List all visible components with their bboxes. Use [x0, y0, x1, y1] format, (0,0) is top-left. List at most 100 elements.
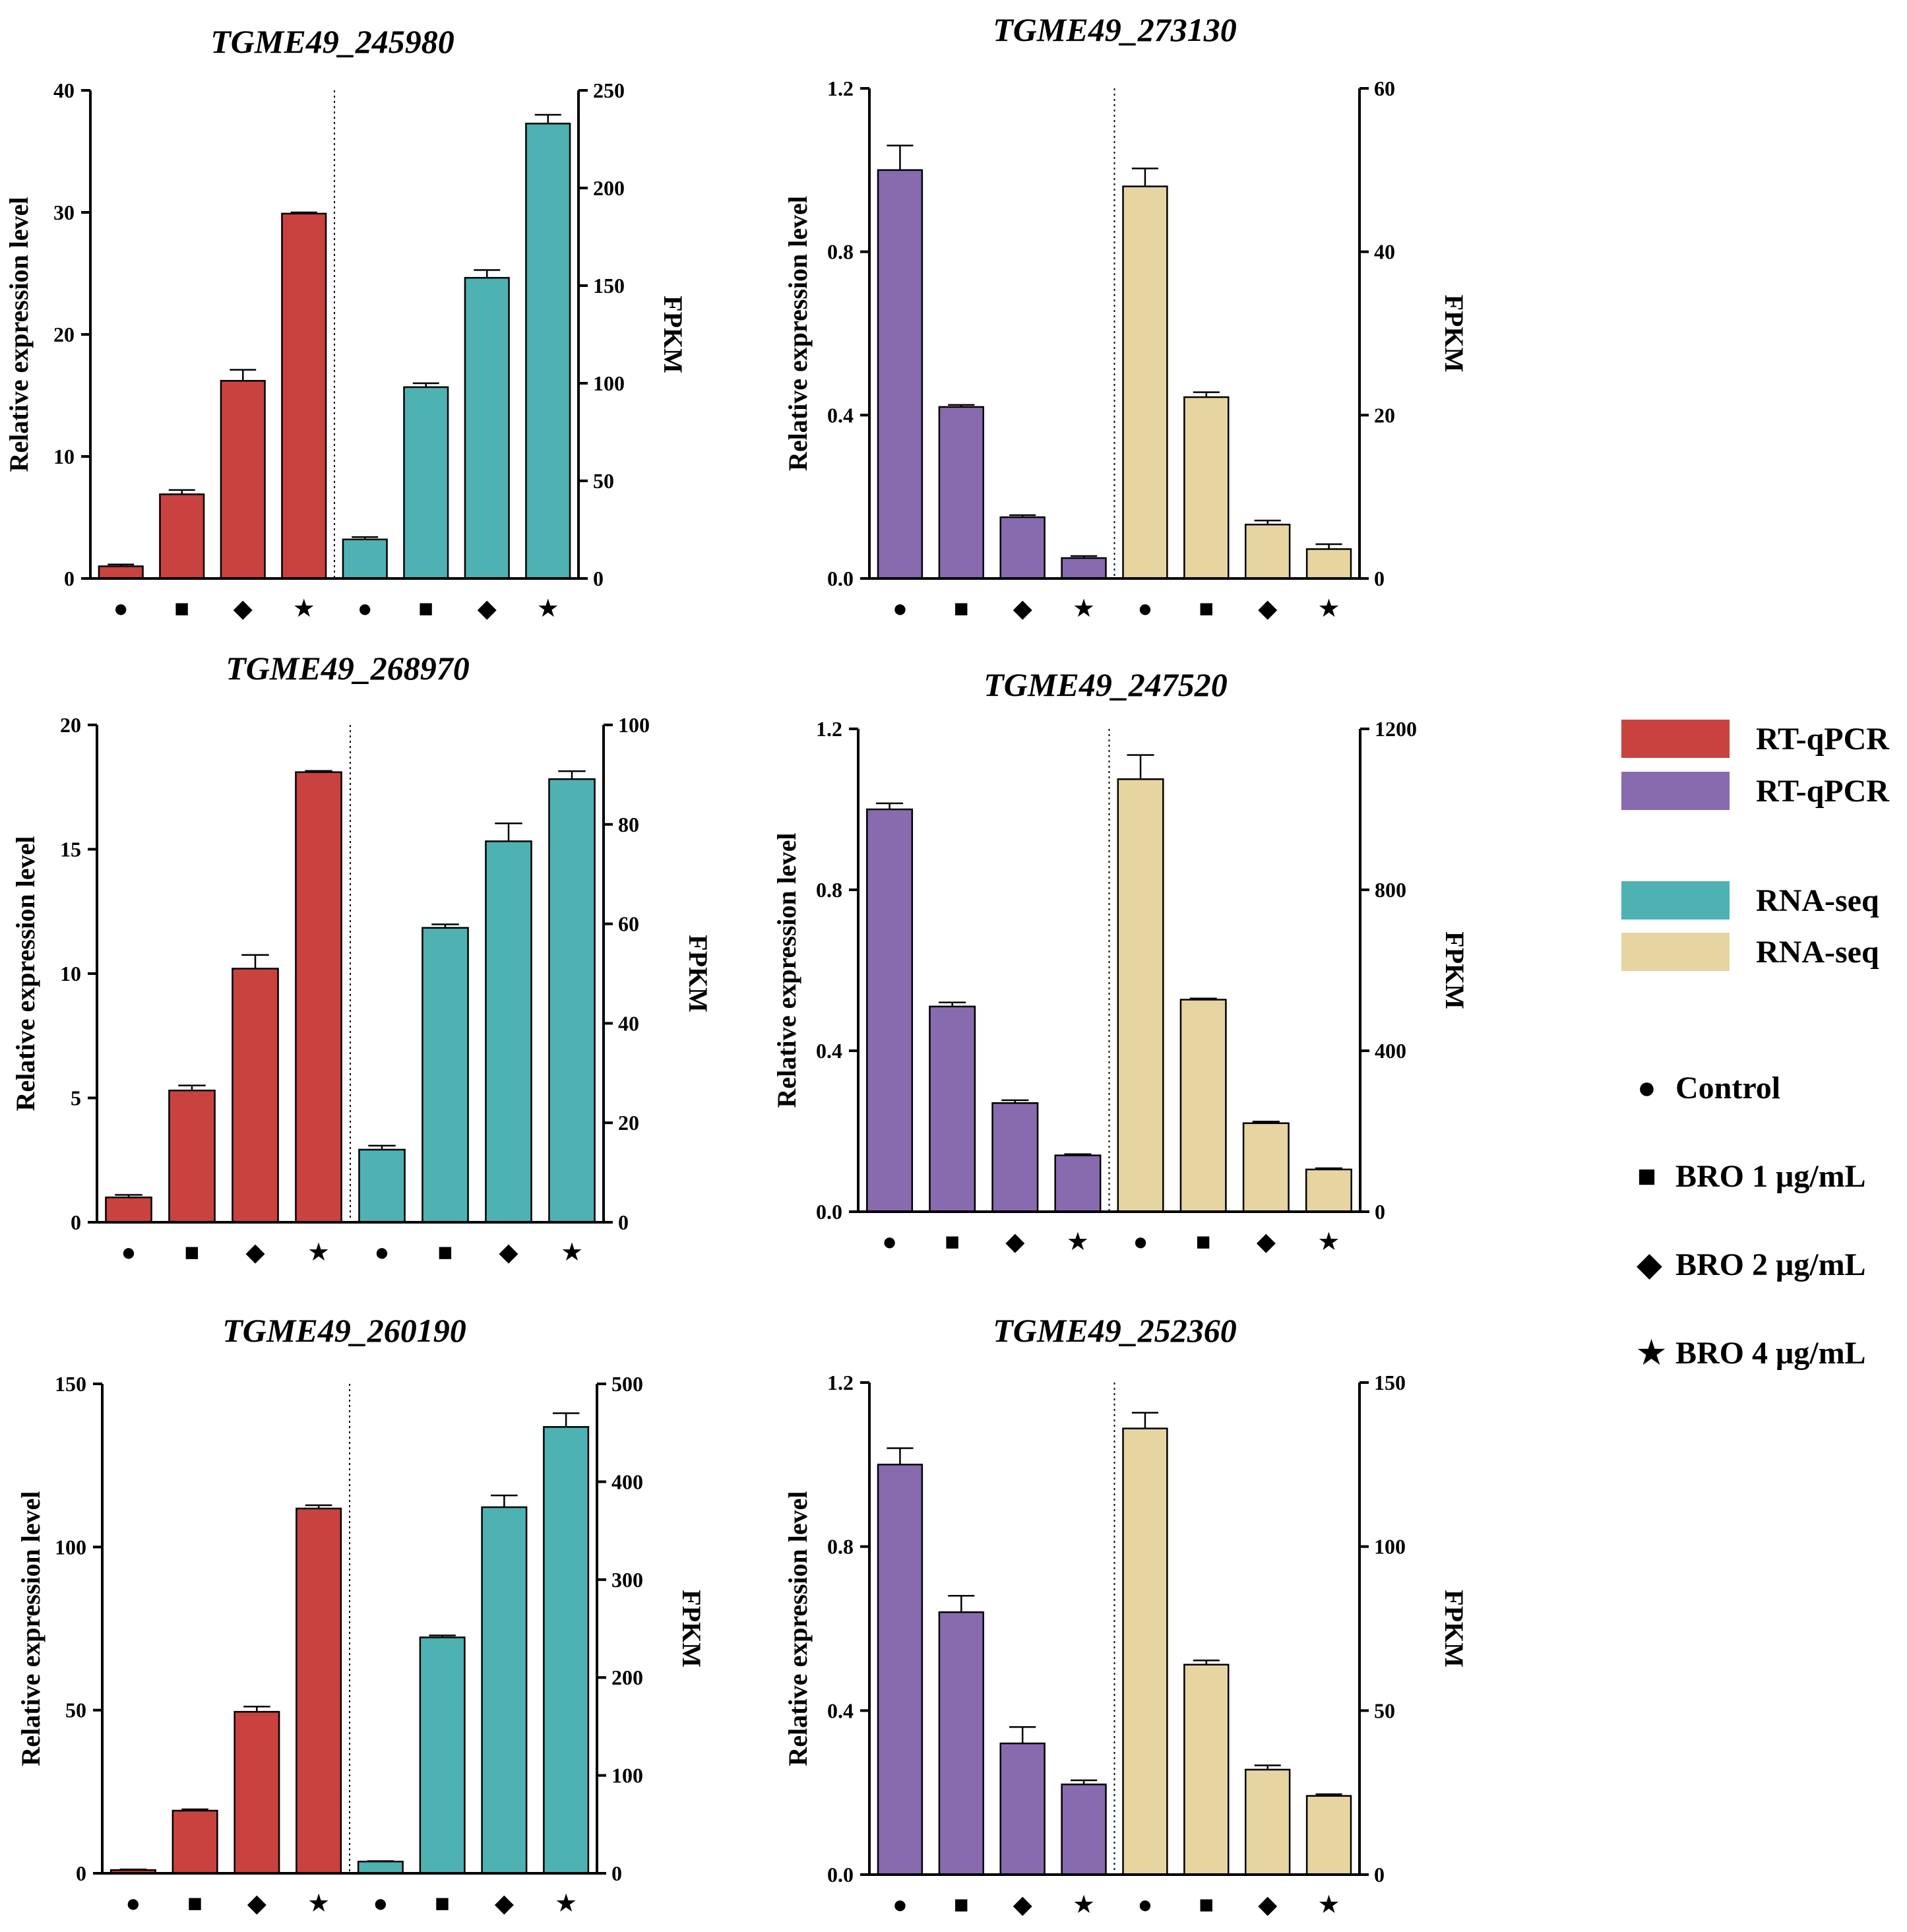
- right-tick-label: 150: [1374, 1371, 1406, 1394]
- bar-rt-qpcr-4: [295, 771, 342, 1224]
- y-axis-label: Relative expression level: [4, 197, 34, 472]
- chart-panel-5: TGME49_260190 ● ■ ◆ ★ ● ■ ◆ ★ 0 50 100 150 0 100 200 300…: [16, 1312, 706, 1917]
- bar-rna-seq-3: [1242, 1122, 1290, 1213]
- legend-marker-square-icon: ■: [1637, 1159, 1656, 1194]
- bar-rt-qpcr-3: [232, 968, 279, 1224]
- left-tick-label: 50: [65, 1698, 86, 1722]
- left-tick-label: 0.8: [816, 878, 842, 902]
- x-category-marker: ■: [1196, 1228, 1211, 1256]
- right-tick-label: 80: [618, 813, 639, 836]
- x-category-marker: ●: [1133, 1228, 1148, 1256]
- x-category-marker: ●: [892, 595, 908, 623]
- bar-rt-qpcr-4: [1061, 557, 1107, 580]
- x-category-marker: ★: [1067, 1228, 1089, 1256]
- bar-rna-seq-3: [1245, 1768, 1291, 1876]
- x-category-marker: ★: [293, 595, 315, 623]
- bar-rt-qpcr-1: [877, 1464, 923, 1876]
- right-tick-label: 50: [1374, 1698, 1395, 1722]
- bar-rna-seq-4: [1305, 548, 1352, 580]
- y-axis-label: Relative expression level: [11, 836, 40, 1111]
- bar-rt-qpcr-2: [159, 493, 205, 580]
- bar-rt-qpcr-2: [168, 1089, 216, 1224]
- legend-marker-circle-icon: ●: [1637, 1071, 1656, 1106]
- right-tick-label: 40: [1374, 240, 1395, 264]
- y2-axis-label: FPKM: [677, 1590, 706, 1667]
- x-category-marker: ■: [954, 595, 969, 623]
- y2-axis-label: FPKM: [1439, 295, 1469, 373]
- right-tick-label: 60: [1374, 77, 1395, 100]
- x-category-marker: ■: [954, 1891, 969, 1919]
- legend-marker-star-icon: ★: [1637, 1336, 1666, 1371]
- x-category-marker: ●: [375, 1239, 390, 1266]
- chart-title: TGME49_252360: [993, 1312, 1236, 1349]
- left-tick-label: 0.4: [816, 1039, 842, 1063]
- right-tick-label: 60: [618, 912, 639, 936]
- x-category-marker: ■: [945, 1228, 960, 1256]
- left-tick-label: 10: [60, 962, 81, 985]
- bar-rna-seq-1: [1117, 778, 1164, 1213]
- right-tick-label: 400: [611, 1470, 643, 1493]
- right-tick-label: 100: [593, 371, 625, 395]
- bar-rna-seq-1: [1122, 1427, 1168, 1876]
- left-tick-label: 1.2: [816, 717, 842, 741]
- bar-rna-seq-2: [419, 1636, 466, 1875]
- bar-rt-qpcr-1: [866, 808, 914, 1213]
- bar-rna-seq-4: [548, 778, 596, 1224]
- bar-rt-qpcr-3: [220, 380, 266, 580]
- x-category-marker: ●: [373, 1890, 388, 1917]
- right-tick-label: 50: [593, 469, 614, 493]
- left-tick-label: 0.0: [816, 1200, 842, 1224]
- x-category-marker: ◆: [1013, 595, 1033, 623]
- left-tick-label: 5: [71, 1086, 81, 1110]
- x-category-marker: ■: [185, 1239, 200, 1266]
- legend-label-bro-2: BRO 2 μg/mL: [1675, 1247, 1866, 1282]
- legend: RT-qPCR RT-qPCR RNA-seq RNA-seq ● Contro…: [1621, 720, 1890, 1371]
- left-tick-label: 100: [55, 1535, 86, 1559]
- x-category-marker: ◆: [478, 595, 497, 623]
- left-tick-label: 1.2: [827, 77, 854, 100]
- left-tick-label: 20: [53, 323, 75, 346]
- right-tick-label: 100: [611, 1764, 643, 1788]
- chart-title: TGME49_268970: [226, 650, 469, 687]
- chart-panel-6: TGME49_252360 ● ■ ◆ ★ ● ■ ◆ ★ 0.0 0.4 0.8 1.2 0 50 100 1…: [783, 1312, 1469, 1919]
- left-tick-label: 0.0: [827, 567, 854, 590]
- x-category-marker: ◆: [495, 1890, 515, 1917]
- bar-rt-qpcr-2: [938, 1611, 984, 1876]
- x-category-marker: ★: [1073, 595, 1095, 623]
- right-tick-label: 0: [1374, 1863, 1385, 1886]
- bar-rt-qpcr-3: [999, 516, 1046, 580]
- x-category-marker: ●: [892, 1891, 908, 1919]
- left-tick-label: 30: [53, 201, 75, 224]
- y-axis-label: Relative expression level: [783, 196, 813, 471]
- bar-rna-seq-2: [422, 927, 469, 1224]
- x-category-marker: ◆: [1258, 1891, 1278, 1919]
- bar-rt-qpcr-3: [999, 1742, 1046, 1876]
- bar-rt-qpcr-1: [98, 565, 144, 580]
- legend-label-bro-4: BRO 4 μg/mL: [1675, 1336, 1866, 1371]
- left-tick-label: 0: [76, 1861, 86, 1885]
- bar-rna-seq-2: [1179, 999, 1227, 1213]
- x-category-marker: ◆: [245, 1239, 265, 1266]
- bar-rna-seq-2: [1183, 1664, 1230, 1876]
- bar-rt-qpcr-2: [172, 1809, 218, 1875]
- x-category-marker: ★: [307, 1239, 330, 1266]
- left-tick-label: 0.8: [827, 240, 854, 264]
- bar-rna-seq-1: [358, 1148, 406, 1224]
- bar-rt-qpcr-4: [296, 1507, 342, 1875]
- right-tick-label: 20: [1374, 403, 1395, 427]
- bar-rt-qpcr-2: [938, 406, 984, 580]
- left-tick-label: 0: [64, 567, 75, 590]
- bar-rt-qpcr-4: [1061, 1783, 1107, 1876]
- right-tick-label: 100: [1374, 1535, 1406, 1559]
- bar-rna-seq-1: [357, 1860, 404, 1875]
- y2-axis-label: FPKM: [683, 935, 713, 1013]
- left-tick-label: 10: [53, 445, 75, 468]
- x-category-marker: ★: [307, 1890, 330, 1917]
- left-tick-label: 0.4: [827, 403, 854, 427]
- chart-panel-3: TGME49_268970 ● ■ ◆ ★ ● ■ ◆ ★ 0 5 10 15 20 0 20 40 60 80 10…: [11, 650, 713, 1266]
- x-category-marker: ◆: [1013, 1891, 1033, 1919]
- right-tick-label: 200: [593, 176, 625, 200]
- bar-rna-seq-3: [481, 1506, 528, 1875]
- bar-rt-qpcr-3: [234, 1710, 280, 1875]
- right-tick-label: 100: [618, 713, 650, 737]
